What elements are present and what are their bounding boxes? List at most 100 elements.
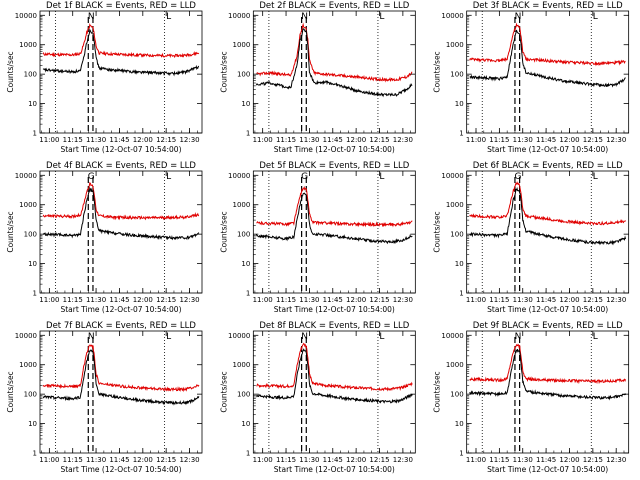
x-axis-label: Start Time (12-Oct-07 10:54:00) <box>60 145 181 154</box>
x-axis-label: Start Time (12-Oct-07 10:54:00) <box>274 145 395 154</box>
x-tick-label: 12:00 <box>133 456 153 464</box>
x-tick-label: 12:00 <box>346 456 366 464</box>
lld-series-line <box>469 343 627 385</box>
y-tick-label: 1 <box>246 130 250 138</box>
y-tick-label: 10000 <box>228 12 250 20</box>
x-tick-label: 11:30 <box>513 296 533 304</box>
y-tick-label: 100 <box>24 71 37 79</box>
y-axis-label: Counts/sec <box>433 51 442 92</box>
x-tick-label: 12:00 <box>346 136 366 144</box>
x-tick-label: 12:00 <box>133 296 153 304</box>
marker-letter: L <box>593 172 598 182</box>
x-tick-label: 11:30 <box>86 296 106 304</box>
x-tick-label: 11:00 <box>253 456 273 464</box>
y-tick-label: 1 <box>33 130 37 138</box>
y-tick-label: 10 <box>241 260 250 268</box>
y-tick-label: 1 <box>459 450 463 458</box>
y-tick-label: 10000 <box>228 172 250 180</box>
marker-letter: L <box>166 332 171 342</box>
y-tick-label: 10000 <box>15 12 37 20</box>
panel-title: Det 1f BLACK = Events, RED = LLD <box>46 1 196 11</box>
x-tick-label: 12:15 <box>156 296 176 304</box>
x-tick-label: 11:45 <box>323 296 343 304</box>
y-tick-label: 1 <box>33 450 37 458</box>
x-tick-label: 11:30 <box>513 456 533 464</box>
x-tick-label: 11:15 <box>489 456 509 464</box>
y-tick-label: 1000 <box>446 201 464 209</box>
x-tick-label: 12:15 <box>156 136 176 144</box>
x-tick-label: 12:15 <box>583 296 603 304</box>
x-tick-label: 11:15 <box>489 136 509 144</box>
marker-letter: G <box>514 172 521 182</box>
marker-letter: L <box>166 172 171 182</box>
x-tick-label: 12:15 <box>369 296 389 304</box>
x-tick-label: 11:00 <box>253 136 273 144</box>
panel-title: Det 5f BLACK = Events, RED = LLD <box>259 161 409 171</box>
marker-letter: L <box>379 172 384 182</box>
events-series-line <box>469 29 626 88</box>
y-axis-label: Counts/sec <box>6 51 15 92</box>
x-tick-label: 12:15 <box>583 456 603 464</box>
x-tick-label: 11:00 <box>466 136 486 144</box>
y-tick-label: 1 <box>33 290 37 298</box>
marker-letter: G <box>301 172 308 182</box>
y-tick-label: 10000 <box>228 332 250 340</box>
y-axis-label: Counts/sec <box>6 371 15 412</box>
plot-frame <box>252 330 416 454</box>
marker-letter: N <box>88 12 95 22</box>
x-tick-label: 11:30 <box>86 136 106 144</box>
x-tick-label: 11:15 <box>276 136 296 144</box>
x-axis-label: Start Time (12-Oct-07 10:54:00) <box>487 305 608 314</box>
x-tick-label: 12:30 <box>179 456 199 464</box>
y-tick-label: 100 <box>450 71 463 79</box>
x-axis-label: Start Time (12-Oct-07 10:54:00) <box>60 465 181 474</box>
x-tick-label: 11:30 <box>299 456 319 464</box>
panel-title: Det 6f BLACK = Events, RED = LLD <box>473 161 623 171</box>
y-tick-label: 10 <box>455 420 464 428</box>
x-tick-label: 12:00 <box>133 136 153 144</box>
x-tick-label: 11:45 <box>536 136 556 144</box>
x-tick-label: 11:00 <box>253 296 273 304</box>
x-axis-label: Start Time (12-Oct-07 10:54:00) <box>274 465 395 474</box>
x-tick-label: 12:00 <box>559 136 579 144</box>
x-tick-label: 11:45 <box>323 136 343 144</box>
y-axis-label: Counts/sec <box>6 211 15 252</box>
x-tick-label: 12:30 <box>393 296 413 304</box>
marker-letter: L <box>379 332 384 342</box>
y-tick-label: 100 <box>24 391 37 399</box>
y-tick-label: 1000 <box>233 361 251 369</box>
y-tick-label: 10 <box>28 100 37 108</box>
x-tick-label: 12:00 <box>559 456 579 464</box>
x-tick-label: 11:45 <box>536 296 556 304</box>
x-tick-label: 12:30 <box>179 296 199 304</box>
plot-frame <box>252 170 416 294</box>
lld-series-line <box>42 23 200 59</box>
plot-frame <box>39 330 203 454</box>
x-tick-label: 11:45 <box>109 296 129 304</box>
y-tick-label: 1000 <box>19 201 37 209</box>
lld-series-line <box>469 181 626 226</box>
x-tick-label: 11:00 <box>39 296 59 304</box>
x-tick-label: 12:30 <box>606 136 626 144</box>
marker-letter: G <box>88 172 95 182</box>
y-tick-label: 10000 <box>15 332 37 340</box>
x-tick-label: 11:00 <box>39 136 59 144</box>
x-tick-label: 11:15 <box>63 456 83 464</box>
y-tick-label: 10000 <box>15 172 37 180</box>
y-axis-label: Counts/sec <box>433 371 442 412</box>
y-tick-label: 1 <box>459 290 463 298</box>
y-axis-label: Counts/sec <box>433 211 442 252</box>
plot-frame <box>466 170 630 294</box>
x-tick-label: 11:15 <box>489 296 509 304</box>
y-axis-label: Counts/sec <box>219 211 228 252</box>
events-series-line <box>469 349 627 401</box>
y-tick-label: 100 <box>450 231 463 239</box>
x-tick-label: 12:30 <box>606 456 626 464</box>
